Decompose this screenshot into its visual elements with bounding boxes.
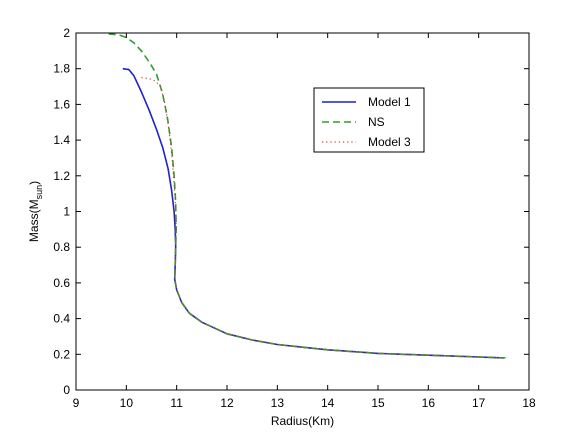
y-axis-label-subscript: sun <box>34 185 44 200</box>
legend-label: Model 1 <box>368 95 411 109</box>
series-line-model-3 <box>141 77 504 359</box>
y-axis-label-close: ) <box>27 181 41 185</box>
y-tick-label: 0.4 <box>53 312 70 326</box>
series-line-ns <box>108 33 507 359</box>
y-tick-label: 2 <box>63 26 70 40</box>
series-line-model-1 <box>122 67 504 359</box>
x-tick-label: 12 <box>220 396 234 410</box>
x-tick-label: 14 <box>321 396 335 410</box>
x-tick-label: 18 <box>522 396 536 410</box>
y-tick-label: 1.4 <box>53 133 70 147</box>
legend-label: Model 3 <box>368 135 411 149</box>
x-axis-label: Radius(Km) <box>271 414 334 428</box>
plot-area-frame <box>75 32 530 391</box>
x-tick-label: 10 <box>120 396 134 410</box>
legend-label: NS <box>368 115 385 129</box>
x-tick-label: 9 <box>73 396 80 410</box>
y-tick-label: 1.6 <box>53 97 70 111</box>
x-tick-label: 11 <box>170 396 183 410</box>
y-tick-label: 0.2 <box>53 347 70 361</box>
series-layer <box>108 33 507 359</box>
x-tick-label: 15 <box>371 396 385 410</box>
y-tick-label: 1.2 <box>53 169 70 183</box>
x-tick-label: 13 <box>271 396 285 410</box>
y-tick-label: 0.6 <box>53 276 70 290</box>
y-tick-label: 0 <box>63 383 70 397</box>
legend-box <box>313 87 425 153</box>
x-tick-label: 16 <box>422 396 436 410</box>
legend: Model 1 NS Model 3 <box>313 87 425 153</box>
y-tick-label: 0.8 <box>53 240 70 254</box>
y-axis-label-main: Mass(M <box>27 199 41 242</box>
y-tick-label: 1 <box>63 205 70 219</box>
y-axis-label: Mass(Msun) <box>27 181 44 242</box>
x-tick-label: 17 <box>472 396 486 410</box>
y-tick-label: 1.8 <box>53 62 70 76</box>
axis-ticks: 9 10 11 12 13 14 15 16 17 18 0 0.2 0.4 0.6 0.8 1 1.2 1.4 1… <box>53 26 536 410</box>
